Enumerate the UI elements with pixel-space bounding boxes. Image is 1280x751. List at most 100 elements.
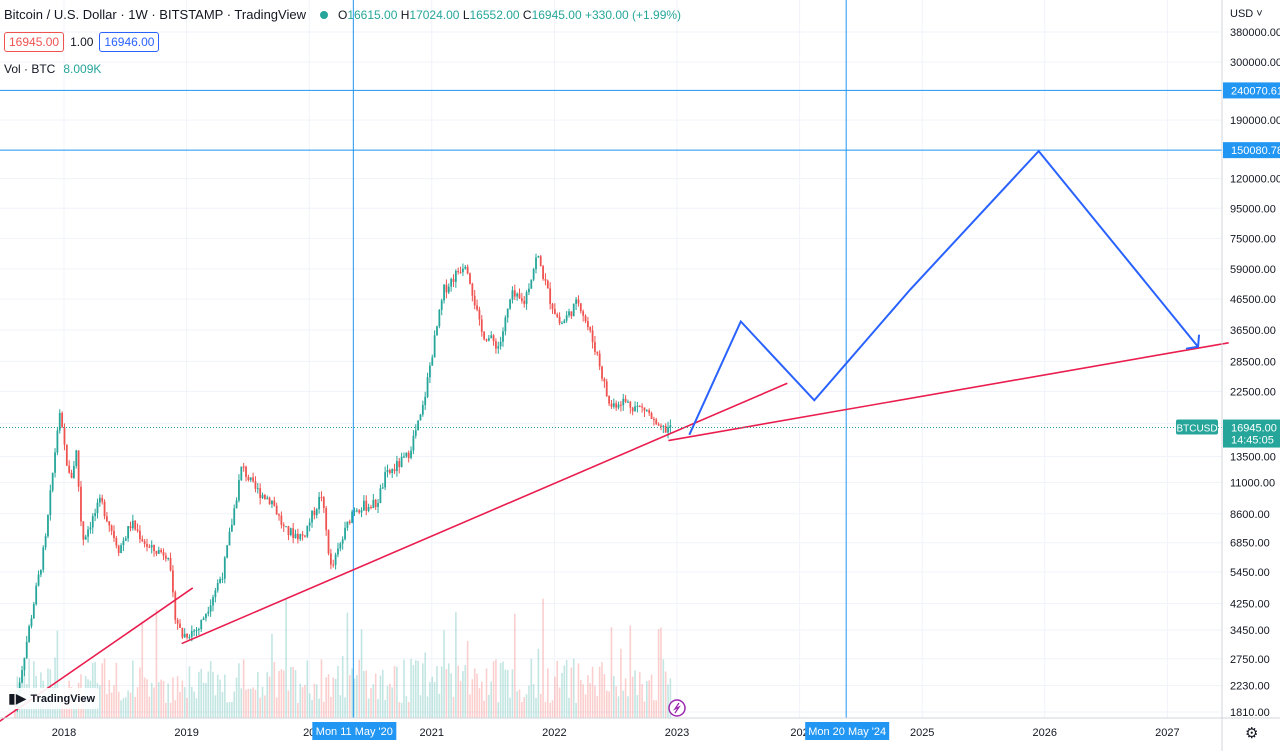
candle-body xyxy=(275,505,278,515)
candle-body xyxy=(96,502,99,514)
sell-button[interactable]: 16945.00 xyxy=(4,32,65,52)
volume-bar xyxy=(398,702,401,718)
volume-bar xyxy=(242,659,245,718)
buy-button[interactable]: 16946.00 xyxy=(99,32,160,52)
candle-body xyxy=(381,487,384,489)
candle-body xyxy=(75,450,78,466)
candle-body xyxy=(667,427,669,433)
volume-bar xyxy=(549,702,551,718)
candle-body xyxy=(582,311,585,316)
volume-bar xyxy=(525,694,528,718)
volume-bar xyxy=(570,667,573,718)
volume-bar xyxy=(660,627,662,718)
candle-body xyxy=(54,452,56,473)
gear-icon[interactable]: ⚙ xyxy=(1245,725,1259,742)
symbol-tag-label: BTCUSD xyxy=(1176,424,1217,435)
candle-body xyxy=(518,293,521,299)
price-tick-label: 1810.00 xyxy=(1230,707,1270,719)
candle-body xyxy=(56,430,59,453)
volume-bar xyxy=(351,668,353,718)
tradingview-logo[interactable]: ▮▶ TradingView xyxy=(4,688,100,709)
volume-bar xyxy=(424,652,426,718)
volume-bar xyxy=(313,683,316,718)
candle-body xyxy=(179,623,181,628)
volume-bar xyxy=(476,673,478,718)
candle-body xyxy=(167,558,170,560)
close-label: C xyxy=(522,7,532,22)
candle-body xyxy=(551,303,554,309)
volume-bar xyxy=(565,659,568,718)
volume-bar xyxy=(504,669,507,718)
volume-bar xyxy=(414,660,417,718)
candle-body xyxy=(341,539,344,544)
symbol-title[interactable]: Bitcoin / U.S. Dollar · 1W · BITSTAMP · … xyxy=(4,7,306,22)
volume-bar xyxy=(546,668,549,718)
candle-body xyxy=(384,472,387,488)
candle-body xyxy=(575,299,577,304)
volume-bar xyxy=(511,669,514,718)
volume-bar xyxy=(438,693,441,718)
volume-bar xyxy=(436,666,438,718)
candle-body xyxy=(652,418,655,420)
candle-body xyxy=(410,450,412,458)
volume-bar xyxy=(613,676,615,718)
candle-body xyxy=(594,342,596,352)
price-tick-label: 11000.00 xyxy=(1230,477,1275,489)
candle-body xyxy=(256,488,259,490)
candle-body xyxy=(32,604,35,619)
candle-body xyxy=(221,578,224,580)
candle-body xyxy=(403,456,405,458)
volume-bar xyxy=(264,695,266,718)
volume-bar xyxy=(183,687,186,718)
candle-body xyxy=(89,527,92,530)
volume-bar xyxy=(594,685,596,718)
volume-bar xyxy=(478,688,481,718)
candle-body xyxy=(497,346,500,349)
candle-body xyxy=(39,569,42,575)
candle-body xyxy=(532,269,535,280)
volume-bar xyxy=(417,660,419,718)
date-tag-label: Mon 20 May '24 xyxy=(808,726,886,738)
candle-body xyxy=(355,510,358,512)
price-tick-label: 36500.00 xyxy=(1230,325,1276,337)
candle-body xyxy=(37,574,40,586)
volume-bar xyxy=(403,659,405,718)
volume-bar xyxy=(113,685,115,718)
market-status-icon[interactable] xyxy=(319,10,328,19)
candle-body xyxy=(127,526,130,539)
candle-body xyxy=(131,520,134,529)
candle-body xyxy=(615,403,618,408)
currency-selector[interactable]: USD ˅ xyxy=(1230,8,1263,20)
volume-bar xyxy=(117,691,120,718)
volume-bar xyxy=(323,701,325,718)
candle-body xyxy=(605,381,608,397)
volume-bar xyxy=(249,688,252,718)
candle-body xyxy=(351,511,354,523)
candle-body xyxy=(523,300,526,304)
volume-bar xyxy=(490,681,493,718)
candle-body xyxy=(487,338,490,341)
candle-body xyxy=(313,510,316,516)
price-tick-label: 300000.00 xyxy=(1230,57,1280,69)
drawings xyxy=(0,0,1229,723)
volume-bar xyxy=(150,682,153,718)
candle-body xyxy=(146,543,148,547)
candle-body xyxy=(492,335,495,342)
volume-bar xyxy=(261,686,264,718)
volume-bar xyxy=(528,685,530,718)
volume-bar xyxy=(174,700,177,718)
candle-body xyxy=(565,315,568,321)
candle-body xyxy=(51,472,54,491)
volume-bar xyxy=(226,702,228,718)
candle-body xyxy=(544,278,547,281)
volume-legend[interactable]: Vol · BTC 8.009K xyxy=(4,62,101,76)
volume-bar xyxy=(136,687,139,718)
candle-body xyxy=(153,545,155,551)
bar-countdown-label: 14:45:05 xyxy=(1231,435,1274,447)
candle-body xyxy=(539,256,542,267)
volume-bar xyxy=(223,674,226,718)
high-label: H xyxy=(400,7,410,22)
volume-bar xyxy=(620,648,622,718)
candle-body xyxy=(162,552,165,556)
